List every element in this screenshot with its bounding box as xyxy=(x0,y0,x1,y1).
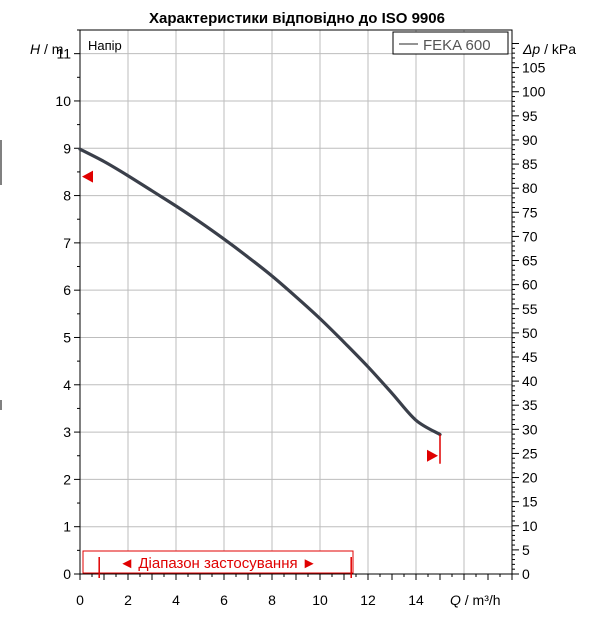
y2-tick-label: 30 xyxy=(522,421,538,437)
operating-range-box xyxy=(82,550,354,574)
y-tick-label: 4 xyxy=(63,377,71,393)
y2-tick-label: 40 xyxy=(522,373,538,389)
y-tick-label: 1 xyxy=(63,519,71,535)
y-tick-label: 2 xyxy=(63,471,71,487)
y-tick-label: 5 xyxy=(63,329,71,345)
y2-tick-label: 95 xyxy=(522,108,538,124)
y-tick-label: 6 xyxy=(63,282,71,298)
operating-range-bar: ◄ Діапазон застосування ► xyxy=(82,550,354,578)
y-tick-label: 11 xyxy=(56,46,71,62)
grid xyxy=(79,30,513,575)
legend-series-name: FEKA 600 xyxy=(423,37,491,54)
y-tick-label: 8 xyxy=(63,188,71,204)
x-tick-label: 12 xyxy=(360,592,376,608)
y2-tick-label: 100 xyxy=(522,84,546,100)
y2-tick-label: 70 xyxy=(522,228,538,244)
range-start-marker xyxy=(82,170,93,183)
y-tick-label: 7 xyxy=(63,235,71,251)
y2-tick-label: 65 xyxy=(522,253,538,269)
y2-tick-label: 25 xyxy=(522,445,538,461)
y2-axis-label: Δp / kPa xyxy=(522,41,576,57)
x-axis-var: Q xyxy=(450,592,461,608)
operating-range-markers xyxy=(82,170,441,464)
x-axis-label: Q / m³/h xyxy=(450,592,501,608)
y-tick-label: 3 xyxy=(63,424,71,440)
y-tick-label: 9 xyxy=(63,140,71,156)
x-tick-label: 10 xyxy=(312,592,328,608)
x-axis-ticks: 0 2 4 6 8 10 12 14 xyxy=(76,574,513,608)
y2-tick-label: 45 xyxy=(522,349,538,365)
plot-frame xyxy=(79,29,513,575)
x-tick-label: 2 xyxy=(124,592,132,608)
y-axis-label: H / m xyxy=(30,41,63,57)
y2-tick-label: 50 xyxy=(522,325,538,341)
y2-tick-label: 80 xyxy=(522,180,538,196)
y2-axis-unit: / kPa xyxy=(540,41,576,57)
legend-box xyxy=(392,31,509,55)
y2-axis-ticks: 0 5 10 15 20 25 30 35 40 45 50 55 60 65 70 75 80 85 90 95 10… xyxy=(512,43,546,582)
y2-tick-label: 0 xyxy=(522,566,530,582)
y2-tick-label: 60 xyxy=(522,277,538,293)
chart-title: Характеристики відповідно до ISO 9906 xyxy=(149,10,445,27)
y-axis-var: H xyxy=(30,41,41,57)
y2-tick-label: 85 xyxy=(522,156,538,172)
y2-tick-label: 20 xyxy=(522,470,538,486)
x-tick-label: 8 xyxy=(268,592,276,608)
x-tick-label: 4 xyxy=(172,592,180,608)
x-tick-label: 6 xyxy=(220,592,228,608)
y-tick-label: 10 xyxy=(55,93,71,109)
y2-tick-label: 90 xyxy=(522,132,538,148)
y2-tick-label: 15 xyxy=(522,494,538,510)
series-line-feka-600 xyxy=(78,147,442,437)
y-axis-unit: / m xyxy=(40,41,63,57)
x-tick-label: 0 xyxy=(76,592,84,608)
x-tick-label: 14 xyxy=(408,592,424,608)
y2-axis-var: Δp xyxy=(522,41,540,57)
y2-tick-label: 105 xyxy=(522,60,546,76)
operating-range-label: ◄ Діапазон застосування ► xyxy=(119,555,316,572)
legend: FEKA 600 xyxy=(392,31,509,55)
y-axis-ticks: 0 1 2 3 4 5 6 7 8 9 10 11 xyxy=(55,29,80,582)
y2-tick-label: 5 xyxy=(522,542,530,558)
y-tick-label: 0 xyxy=(63,566,71,582)
chart-subtitle: Напір xyxy=(88,38,122,53)
y2-tick-label: 55 xyxy=(522,301,538,317)
y2-tick-label: 35 xyxy=(522,397,538,413)
y2-tick-label: 10 xyxy=(522,518,538,534)
range-end-marker xyxy=(427,449,438,462)
x-axis-unit: / m³/h xyxy=(461,592,501,608)
y2-tick-label: 75 xyxy=(522,204,538,220)
